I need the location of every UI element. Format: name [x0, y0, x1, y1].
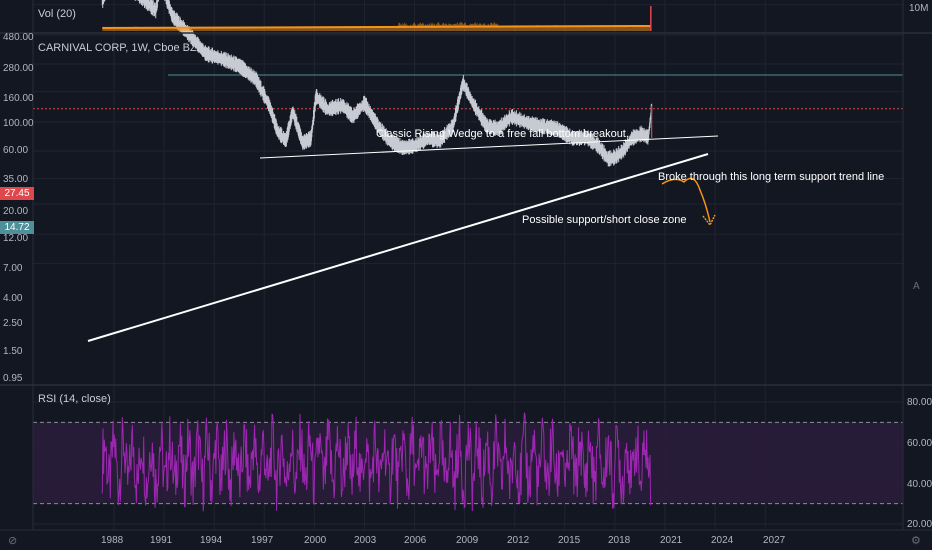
price-tick-label: 12.00 — [3, 233, 29, 244]
wedge-upper-line — [259, 135, 719, 159]
x-tick-label: 2024 — [711, 535, 734, 546]
price-tick-label: 20.00 — [3, 206, 29, 217]
x-tick-label: 2027 — [763, 535, 786, 546]
breakout-arrow-head — [702, 214, 716, 227]
tradingview-logo-icon[interactable]: ⊘ — [8, 535, 18, 547]
support-zone-annotation: Possible support/short close zone — [522, 214, 687, 226]
price-tick-label: 1.50 — [3, 346, 23, 357]
price-tick-label: 2.50 — [3, 318, 23, 329]
wedge-annotation: Classic Rising Wedge to a free fall bott… — [376, 128, 629, 140]
rsi-panel-title: RSI (14, close) — [38, 393, 111, 405]
volume-series — [102, 6, 652, 31]
settings-icon[interactable]: ⚙ — [911, 535, 921, 547]
panel-frame — [0, 0, 932, 531]
breakout-annotation: Broke through this long term support tre… — [658, 171, 885, 183]
volume-area — [102, 22, 651, 31]
trend-lines — [87, 135, 719, 342]
x-tick-label: 2000 — [304, 535, 327, 546]
x-tick-label: 1997 — [251, 535, 274, 546]
last-price-badge: 27.45 — [0, 187, 34, 200]
x-tick-label: 2003 — [354, 535, 377, 546]
breakout-arrow — [661, 177, 716, 227]
x-tick-label: 2012 — [507, 535, 530, 546]
x-tick-label: 1991 — [150, 535, 173, 546]
x-tick-label: 1994 — [200, 535, 223, 546]
rsi-tick-label: 80.00 — [907, 397, 932, 408]
rsi-tick-label: 20.00 — [907, 519, 932, 530]
price-tick-label: 160.00 — [3, 93, 34, 104]
x-tick-label: 2021 — [660, 535, 683, 546]
support-price-badge: 14.72 — [0, 221, 34, 234]
x-tick-label: 2009 — [456, 535, 479, 546]
price-panel-title: CARNIVAL CORP, 1W, Cboe BZX — [38, 42, 205, 54]
rsi-tick-label: 60.00 — [907, 438, 932, 449]
price-tick-label: 100.00 — [3, 118, 34, 129]
price-tick-label: 4.00 — [3, 293, 23, 304]
breakout-arrow-path — [661, 177, 711, 223]
x-tick-label: 2018 — [608, 535, 631, 546]
x-tick-label: 1988 — [101, 535, 124, 546]
log-scale-icon[interactable]: A — [913, 281, 920, 292]
price-tick-label: 480.00 — [3, 32, 34, 43]
price-candles — [101, 0, 653, 167]
price-tick-label: 0.95 — [3, 373, 23, 384]
price-tick-label: 35.00 — [3, 174, 29, 185]
volume-axis-label: 10M — [909, 3, 929, 14]
x-tick-label: 2015 — [558, 535, 581, 546]
volume-panel-title: Vol (20) — [38, 8, 76, 20]
price-tick-label: 60.00 — [3, 145, 29, 156]
rsi-tick-label: 40.00 — [907, 479, 932, 490]
price-tick-label: 280.00 — [3, 63, 34, 74]
rsi-series — [101, 412, 652, 512]
price-tick-label: 7.00 — [3, 263, 23, 274]
volume-ma-line — [102, 25, 651, 29]
x-tick-label: 2006 — [404, 535, 427, 546]
rsi-line — [101, 412, 652, 512]
support-trend-line — [87, 153, 709, 342]
